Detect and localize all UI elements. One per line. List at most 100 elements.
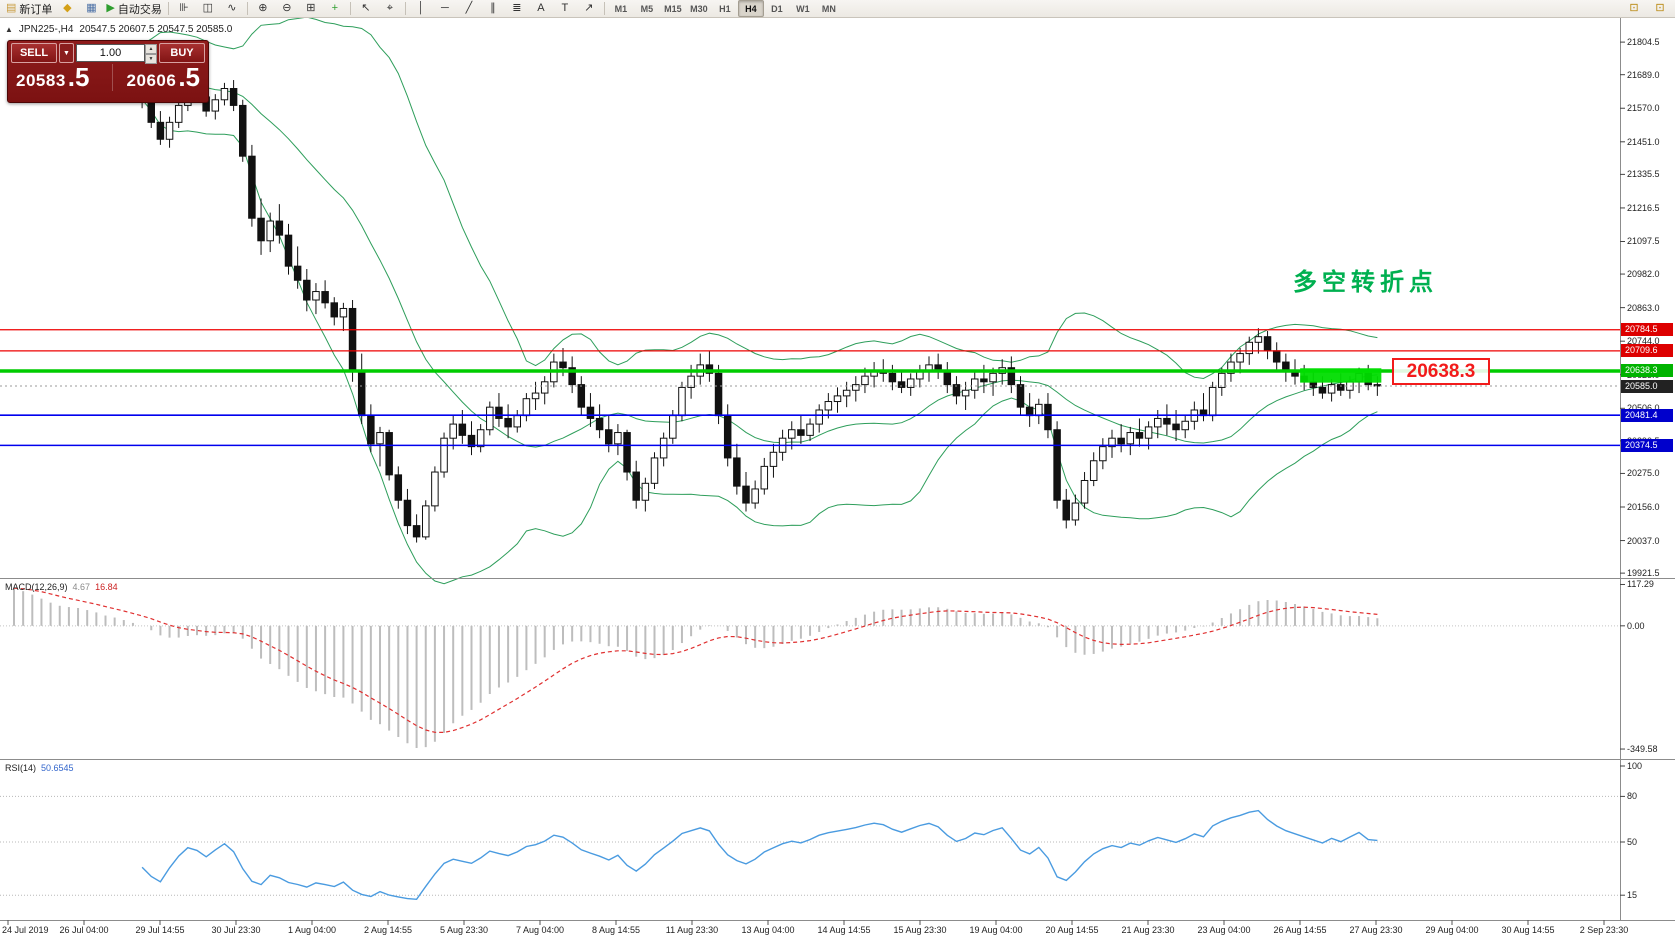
- vertical-line-icon: │: [417, 2, 425, 14]
- favorites-button[interactable]: ◆: [55, 0, 79, 18]
- channel-icon: ∥: [490, 2, 496, 14]
- timeframe-button-m5[interactable]: M5: [640, 3, 654, 14]
- price-axis-label: 20156.0: [1627, 502, 1660, 512]
- chart-caption-symbol: JPN225-,H4: [18, 24, 74, 35]
- timeframe-button-h4[interactable]: H4: [737, 0, 764, 17]
- horizontal-line-button[interactable]: ─: [433, 0, 457, 18]
- volume-decrease-button[interactable]: ▼: [145, 54, 157, 64]
- indicators-button[interactable]: +: [323, 0, 347, 18]
- bollinger-middle-line: [13, 56, 1378, 448]
- time-axis-label: 15 Aug 23:30: [893, 925, 947, 935]
- time-axis-label: 11 Aug 23:30: [665, 925, 719, 935]
- time-axis-label: 26 Jul 04:00: [59, 925, 109, 935]
- market-watch-button[interactable]: ▦: [79, 0, 103, 18]
- arrow-tool-button[interactable]: ↗: [577, 0, 601, 18]
- price-axis-label: 20275.0: [1627, 468, 1660, 479]
- vertical-line-button[interactable]: │: [409, 0, 433, 18]
- price-axis-label: 20037.0: [1627, 535, 1660, 546]
- star-icon: ◆: [63, 2, 72, 14]
- zoom-in-button[interactable]: ⊕: [251, 0, 275, 18]
- macd-axis-label: 0.00: [1627, 620, 1645, 631]
- time-axis-label: 26 Aug 14:55: [1273, 925, 1327, 935]
- price-tag: 20638.3: [1621, 364, 1673, 378]
- crosshair-button[interactable]: ⌖: [378, 0, 402, 18]
- volume-dropdown-button[interactable]: ▼: [59, 43, 74, 63]
- comment-icon: ⊡: [1629, 2, 1639, 14]
- timeframe-button-w1[interactable]: W1: [796, 3, 810, 14]
- bar-chart-icon: ⊪: [179, 2, 189, 14]
- timeframe-button-m1[interactable]: M1: [614, 3, 628, 14]
- sell-button[interactable]: SELL: [11, 43, 57, 63]
- timeframe-button-d1[interactable]: D1: [771, 3, 783, 14]
- candlestick-chart-button[interactable]: ◫: [196, 0, 220, 18]
- rsi-indicator-label: RSI(14) 50.6545: [5, 763, 74, 773]
- time-axis-label: 20 Aug 14:55: [1045, 925, 1099, 935]
- macd-axis-label: 117.29: [1627, 579, 1654, 590]
- trendline-button[interactable]: ╱: [457, 0, 481, 18]
- time-axis-label: 13 Aug 04:00: [741, 925, 795, 935]
- time-axis-label: 23 Aug 04:00: [1197, 925, 1251, 935]
- volume-input[interactable]: [76, 44, 145, 62]
- arrow-icon: ↗: [584, 2, 594, 14]
- time-axis-label: 1 Aug 04:00: [287, 925, 337, 935]
- sell-price[interactable]: 20583.5: [16, 64, 89, 91]
- price-axis-label: 21689.0: [1627, 69, 1660, 80]
- price-axis-label: 21097.5: [1627, 236, 1660, 247]
- chat-button-1[interactable]: ⊡: [1622, 0, 1646, 18]
- turning-point-annotation[interactable]: 多空转折点: [1293, 269, 1438, 296]
- macd-value-2: 16.84: [95, 582, 118, 592]
- label-button[interactable]: T: [553, 0, 577, 18]
- candlestick-icon: ◫: [202, 2, 214, 14]
- buy-button[interactable]: BUY: [159, 43, 205, 63]
- bar-chart-button[interactable]: ⊪: [172, 0, 196, 18]
- new-order-icon: ▤: [6, 2, 17, 14]
- buy-price-frac: .5: [178, 62, 200, 92]
- time-axis-label: 30 Aug 14:55: [1501, 925, 1555, 935]
- pane-separators: [0, 18, 1675, 921]
- chat-button-2[interactable]: ⊡: [1648, 0, 1672, 18]
- rsi-axis-label: 100: [1627, 761, 1643, 771]
- rsi-axis-label: 50: [1627, 837, 1638, 847]
- channel-button[interactable]: ∥: [481, 0, 505, 18]
- timeframe-button-m30[interactable]: M30: [690, 3, 708, 14]
- rsi-pane: [0, 795, 1620, 901]
- zoom-out-button[interactable]: ⊖: [275, 0, 299, 18]
- crosshair-icon: ⌖: [386, 2, 393, 14]
- label-icon: T: [561, 2, 569, 14]
- line-chart-button[interactable]: ∿: [220, 0, 244, 18]
- zoom-out-icon: ⊖: [282, 2, 292, 14]
- green-zone-rect[interactable]: [1300, 368, 1382, 383]
- new-order-button-label: 新订单: [19, 3, 53, 16]
- rsi-axis-label: 15: [1627, 890, 1638, 901]
- tile-windows-button[interactable]: ⊞: [299, 0, 323, 18]
- chart-caption: ▲ JPN225-,H4 20547.5 20607.5 20547.5 205…: [5, 24, 232, 35]
- time-axis-label: 5 Aug 23:30: [439, 925, 489, 935]
- price-axis-label: 20744.0: [1627, 336, 1660, 347]
- axis-ticks: [7, 41, 1625, 925]
- text-button[interactable]: A: [529, 0, 553, 18]
- market-watch-icon: ▦: [86, 2, 97, 14]
- macd-axis-label: -349.58: [1627, 744, 1658, 755]
- price-callout-box[interactable]: 20638.3: [1392, 358, 1490, 385]
- volume-increase-button[interactable]: ▲: [145, 44, 157, 54]
- price-axis-label: 21451.0: [1627, 136, 1660, 147]
- time-axis-label: 2 Sep 23:30: [1579, 925, 1629, 935]
- toolbar-right-group: ⊡ ⊡: [1622, 0, 1672, 18]
- timeframe-button-mn[interactable]: MN: [821, 3, 836, 14]
- buy-price[interactable]: 20606.5: [111, 62, 200, 92]
- time-axis-label: 21 Aug 23:30: [1121, 925, 1175, 935]
- timeframe-button-m15[interactable]: M15: [664, 3, 682, 14]
- time-axis-label: 27 Aug 23:30: [1349, 925, 1403, 935]
- rsi-value: 50.6545: [41, 763, 74, 773]
- sell-price-frac: .5: [67, 62, 90, 92]
- rsi-line: [141, 809, 1378, 901]
- cursor-button[interactable]: ↖: [354, 0, 378, 18]
- rsi-axis-label: 80: [1627, 791, 1638, 802]
- new-order-button[interactable]: ▤ 新订单: [3, 0, 55, 18]
- timeframe-button-h1[interactable]: H1: [719, 3, 731, 14]
- autotrading-button[interactable]: ▶ 自动交易: [103, 0, 164, 18]
- time-axis-label: 30 Jul 23:30: [211, 925, 261, 935]
- one-click-trading-panel: SELL ▼ ▲ ▼ BUY 20583.5 20606.5: [7, 40, 209, 103]
- fibonacci-button[interactable]: ≣: [505, 0, 529, 18]
